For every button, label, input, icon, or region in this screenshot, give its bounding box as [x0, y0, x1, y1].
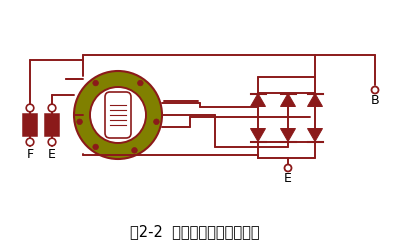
- Circle shape: [154, 119, 159, 124]
- Circle shape: [93, 80, 98, 86]
- Polygon shape: [280, 128, 296, 141]
- Circle shape: [372, 86, 378, 94]
- Circle shape: [93, 144, 98, 150]
- Polygon shape: [308, 128, 322, 141]
- Circle shape: [90, 87, 146, 143]
- Circle shape: [26, 138, 34, 146]
- FancyBboxPatch shape: [105, 92, 131, 138]
- Text: E: E: [284, 172, 292, 186]
- Circle shape: [132, 148, 137, 153]
- Circle shape: [77, 119, 82, 124]
- Text: E: E: [48, 148, 56, 160]
- Text: B: B: [371, 94, 379, 108]
- Circle shape: [284, 164, 292, 172]
- Circle shape: [138, 80, 143, 86]
- Circle shape: [74, 71, 162, 159]
- Polygon shape: [280, 94, 296, 106]
- Text: 图2-2  交流发电机工作原理图: 图2-2 交流发电机工作原理图: [130, 224, 260, 240]
- Bar: [45, 114, 59, 136]
- Polygon shape: [250, 128, 266, 141]
- Polygon shape: [308, 94, 322, 106]
- Circle shape: [48, 104, 56, 112]
- Circle shape: [48, 138, 56, 146]
- Circle shape: [26, 104, 34, 112]
- Bar: [23, 114, 37, 136]
- Polygon shape: [250, 94, 266, 106]
- Text: F: F: [26, 148, 34, 160]
